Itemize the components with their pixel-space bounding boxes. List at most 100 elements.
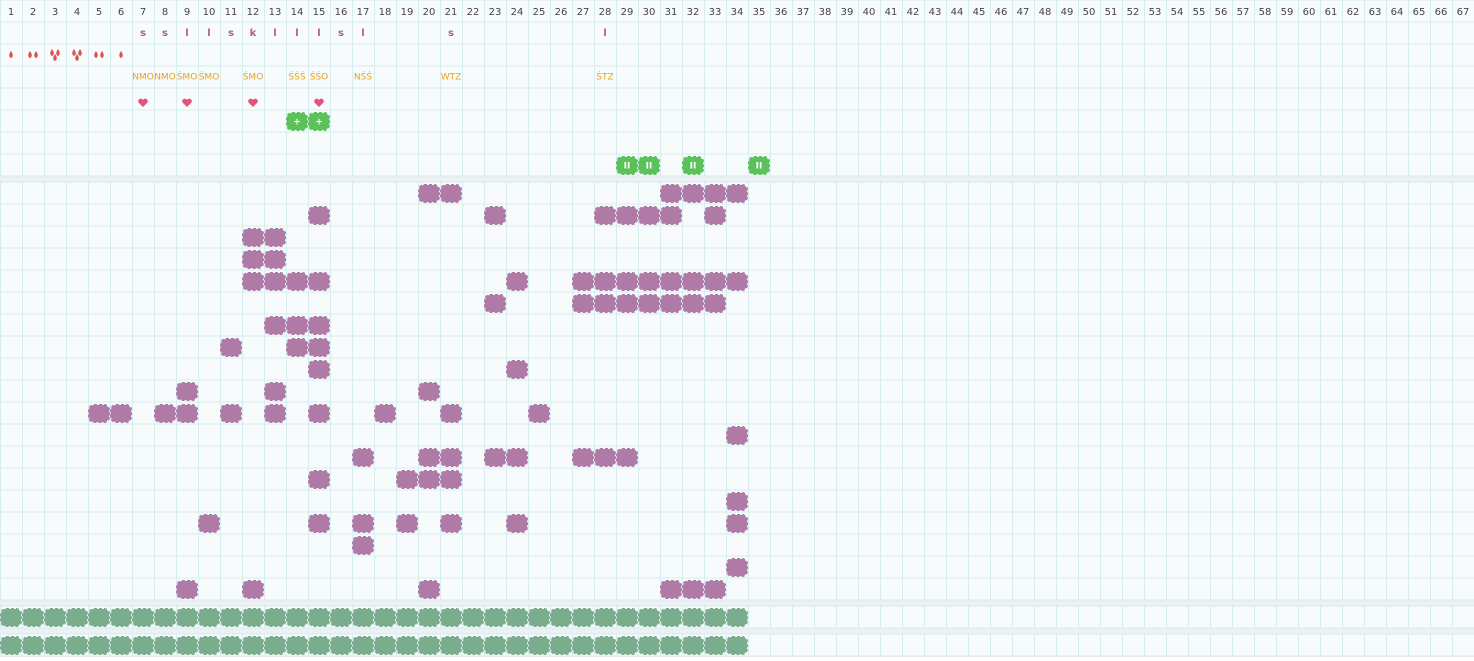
- footer-cell: [22, 608, 44, 627]
- column-number: 57: [1237, 7, 1250, 18]
- green-badge: [286, 112, 308, 131]
- badge-label: +: [293, 118, 301, 128]
- letter: s: [228, 28, 234, 39]
- column-number: 42: [907, 7, 920, 18]
- footer-cell: [462, 636, 484, 655]
- purple-cell: [594, 448, 616, 467]
- purple-cell: [264, 228, 286, 247]
- letter: k: [250, 28, 257, 39]
- drop: [100, 51, 104, 58]
- footer-cell: [264, 636, 286, 655]
- column-number: 23: [489, 7, 502, 18]
- footer-cell: [286, 636, 308, 655]
- purple-cell: [286, 316, 308, 335]
- column-number: 56: [1215, 7, 1228, 18]
- column-number: 27: [577, 7, 590, 18]
- purple-cell: [440, 184, 462, 203]
- heart: [182, 98, 192, 107]
- column-number: 9: [184, 7, 190, 18]
- column-number: 3: [52, 7, 58, 18]
- footer-cell: [462, 608, 484, 627]
- purple-cell: [704, 206, 726, 225]
- footer-cell: [374, 608, 396, 627]
- column-number: 24: [511, 7, 524, 18]
- footer-cell: [330, 636, 352, 655]
- purple-cell: [726, 514, 748, 533]
- column-number: 14: [291, 7, 304, 18]
- label: NMO: [132, 73, 154, 83]
- purple-cell: [308, 338, 330, 357]
- label: NMO: [154, 73, 176, 83]
- purple-cell: [506, 514, 528, 533]
- purple-cell: [726, 426, 748, 445]
- footer-cell: [550, 636, 572, 655]
- heart: [138, 98, 148, 107]
- purple-cell: [484, 206, 506, 225]
- footer-cell: [506, 608, 528, 627]
- column-number: 52: [1127, 7, 1140, 18]
- badge-label: II: [690, 162, 697, 172]
- footer-cell: [352, 636, 374, 655]
- purple-cell: [242, 250, 264, 269]
- column-number: 28: [599, 7, 612, 18]
- purple-cell: [264, 250, 286, 269]
- column-number: 22: [467, 7, 480, 18]
- purple-cell: [506, 272, 528, 291]
- drop-group: [119, 51, 123, 58]
- purple-cell: [418, 184, 440, 203]
- footer-cell: [110, 608, 132, 627]
- badge-label: +: [315, 118, 323, 128]
- purple-cell: [308, 470, 330, 489]
- drop: [53, 54, 57, 61]
- purple-cell: [440, 470, 462, 489]
- purple-cell: [726, 184, 748, 203]
- purple-cell: [396, 514, 418, 533]
- footer-cell: [616, 608, 638, 627]
- column-number: 11: [225, 7, 238, 18]
- purple-cell: [176, 382, 198, 401]
- footer-cell: [638, 608, 660, 627]
- column-number: 54: [1171, 7, 1184, 18]
- drop: [78, 49, 82, 56]
- letter: l: [273, 28, 276, 39]
- purple-cell: [242, 580, 264, 599]
- footer-cell: [110, 636, 132, 655]
- footer-cell: [330, 608, 352, 627]
- drop-group: [94, 51, 104, 58]
- purple-cell: [308, 316, 330, 335]
- footer-cell: [154, 636, 176, 655]
- column-number: 16: [335, 7, 348, 18]
- purple-cell: [286, 338, 308, 357]
- purple-cell: [594, 272, 616, 291]
- footer-cell: [0, 608, 22, 627]
- purple-cell: [220, 404, 242, 423]
- purple-cell: [352, 448, 374, 467]
- column-number: 19: [401, 7, 414, 18]
- purple-cell: [704, 184, 726, 203]
- footer-cell: [484, 608, 506, 627]
- purple-cell: [726, 272, 748, 291]
- column-number: 2: [30, 7, 36, 18]
- purple-cell: [660, 184, 682, 203]
- footer-cell: [594, 636, 616, 655]
- column-number: 37: [797, 7, 810, 18]
- footer-cell: [704, 608, 726, 627]
- purple-cell: [484, 448, 506, 467]
- purple-cell: [638, 272, 660, 291]
- footer-cell: [44, 608, 66, 627]
- footer-cell: [176, 608, 198, 627]
- column-number: 12: [247, 7, 260, 18]
- column-number: 47: [1017, 7, 1030, 18]
- drop: [56, 49, 60, 56]
- footer-cell: [88, 636, 110, 655]
- column-number: 64: [1391, 7, 1404, 18]
- purple-cell: [418, 448, 440, 467]
- column-number: 35: [753, 7, 766, 18]
- purple-cell: [660, 272, 682, 291]
- drop: [75, 54, 79, 61]
- purple-cell: [418, 580, 440, 599]
- column-number: 5: [96, 7, 102, 18]
- column-number: 66: [1435, 7, 1448, 18]
- label: ŚŚŚ: [288, 71, 305, 83]
- purple-cell: [198, 514, 220, 533]
